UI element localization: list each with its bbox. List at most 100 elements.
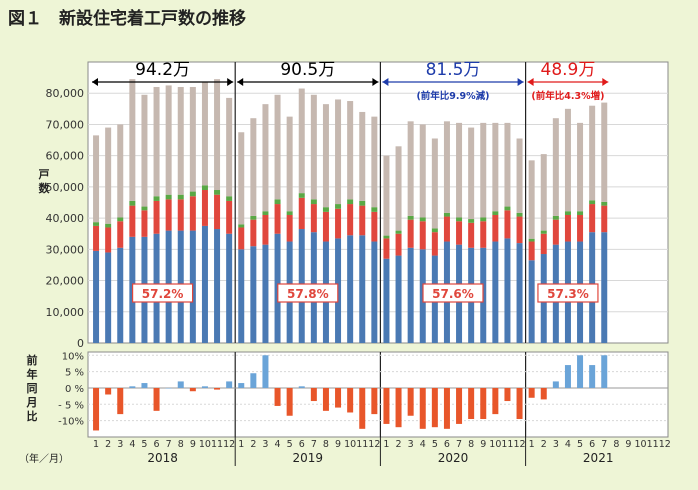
yoy-bar — [286, 387, 293, 416]
bar-segment-gray — [93, 135, 100, 223]
bar-segment-gray — [238, 132, 245, 225]
bar-segment-gray — [201, 82, 208, 186]
bar-segment-red — [177, 199, 184, 231]
year-label: 2020 — [438, 451, 469, 465]
bar-segment-red — [528, 241, 535, 261]
annual-total-label: 48.9万 — [541, 60, 596, 80]
bar-segment-red — [129, 205, 136, 237]
bar-segment-red — [359, 205, 366, 236]
yoy-bar — [504, 387, 511, 402]
bar-segment-blue — [238, 249, 245, 343]
bar-segment-green — [419, 217, 426, 222]
bar-segment-gray — [601, 102, 608, 202]
bar-segment-red — [153, 200, 160, 234]
yoy-bar — [141, 383, 148, 388]
bar-segment-red — [189, 196, 196, 231]
bar-segment-green — [214, 190, 221, 195]
bar-segment-green — [298, 193, 305, 198]
bar-segment-red — [371, 211, 378, 242]
bar-segment-red — [516, 216, 523, 244]
yoy-bar — [577, 355, 584, 388]
bar-segment-blue — [504, 238, 511, 343]
share-label: 57.3% — [547, 287, 589, 301]
month-label: 1 — [93, 439, 99, 450]
yoy-axis-label-char: 同 — [27, 382, 38, 395]
month-label: 10 — [344, 439, 356, 450]
bar-segment-green — [504, 206, 511, 211]
month-label: 10 — [199, 439, 211, 450]
yoy-bar — [431, 387, 438, 428]
month-label: 6 — [444, 439, 450, 450]
bar-segment-red — [601, 205, 608, 233]
yoy-bar — [298, 386, 305, 388]
yoy-bar — [528, 387, 535, 398]
bar-segment-gray — [250, 118, 257, 216]
year-label: 2018 — [147, 451, 178, 465]
bar-segment-green — [601, 201, 608, 206]
yoy-bar — [443, 387, 450, 429]
bar-segment-red — [286, 214, 293, 242]
yoy-axis-label-char: 年 — [27, 367, 38, 381]
bar-segment-green — [335, 204, 342, 209]
bar-segment-gray — [226, 97, 233, 197]
bar-segment-gray — [492, 122, 499, 212]
yoy-bar — [589, 365, 596, 388]
yoy-bar — [359, 387, 366, 429]
yoy-bar — [347, 387, 354, 413]
month-label: 7 — [456, 439, 462, 450]
month-label: 6 — [299, 439, 305, 450]
bar-segment-red — [492, 214, 499, 242]
month-label: 7 — [166, 439, 172, 450]
bar-segment-red — [335, 208, 342, 239]
month-label: 12 — [659, 439, 671, 450]
yoy-bar — [165, 387, 172, 389]
y-tick-label: 40,000 — [46, 212, 85, 225]
bar-segment-red — [250, 219, 257, 247]
bar-segment-blue — [250, 246, 257, 343]
x-axis-unit-label: （年／月） — [19, 452, 69, 465]
bar-segment-gray — [504, 122, 511, 207]
bar-segment-green — [129, 200, 136, 206]
bar-segment-red — [262, 214, 269, 245]
bar-segment-gray — [359, 111, 366, 201]
yoy-bar — [492, 387, 499, 415]
month-label: 6 — [589, 439, 595, 450]
bar-segment-red — [298, 197, 305, 230]
yoy-bar — [601, 355, 608, 388]
bar-segment-gray — [564, 108, 571, 212]
bar-segment-blue — [93, 250, 100, 343]
month-label: 9 — [625, 439, 631, 450]
bar-segment-blue — [214, 229, 221, 343]
yoy-tick-label: 5 % — [65, 368, 84, 379]
bar-segment-green — [189, 191, 196, 197]
bar-segment-gray — [141, 94, 148, 207]
yoy-bar — [516, 387, 523, 420]
month-label: 9 — [335, 439, 341, 450]
bar-segment-green — [564, 211, 571, 215]
bar-segment-green — [540, 230, 547, 234]
bar-segment-gray — [516, 138, 523, 213]
bar-segment-red — [165, 199, 172, 231]
bar-segment-red — [552, 219, 559, 245]
arrowhead-right — [517, 78, 524, 86]
month-label: 10 — [635, 439, 647, 450]
bar-segment-gray — [347, 101, 354, 200]
bar-segment-blue — [383, 258, 390, 343]
month-label: 9 — [190, 439, 196, 450]
bar-segment-green — [250, 215, 257, 220]
y-tick-label: 60,000 — [46, 150, 85, 163]
month-label: 3 — [408, 439, 414, 450]
bar-segment-blue — [262, 244, 269, 343]
bar-segment-red — [93, 225, 100, 251]
month-label: 2 — [541, 439, 547, 450]
yoy-bar — [262, 355, 269, 388]
month-label: 11 — [647, 439, 659, 450]
month-label: 2 — [396, 439, 402, 450]
month-label: 2 — [105, 439, 111, 450]
yoy-bar — [371, 387, 378, 415]
bar-segment-gray — [165, 85, 172, 195]
month-label: 3 — [262, 439, 268, 450]
bar-segment-gray — [419, 124, 426, 218]
bar-segment-gray — [262, 104, 269, 212]
month-label: 4 — [420, 439, 426, 450]
